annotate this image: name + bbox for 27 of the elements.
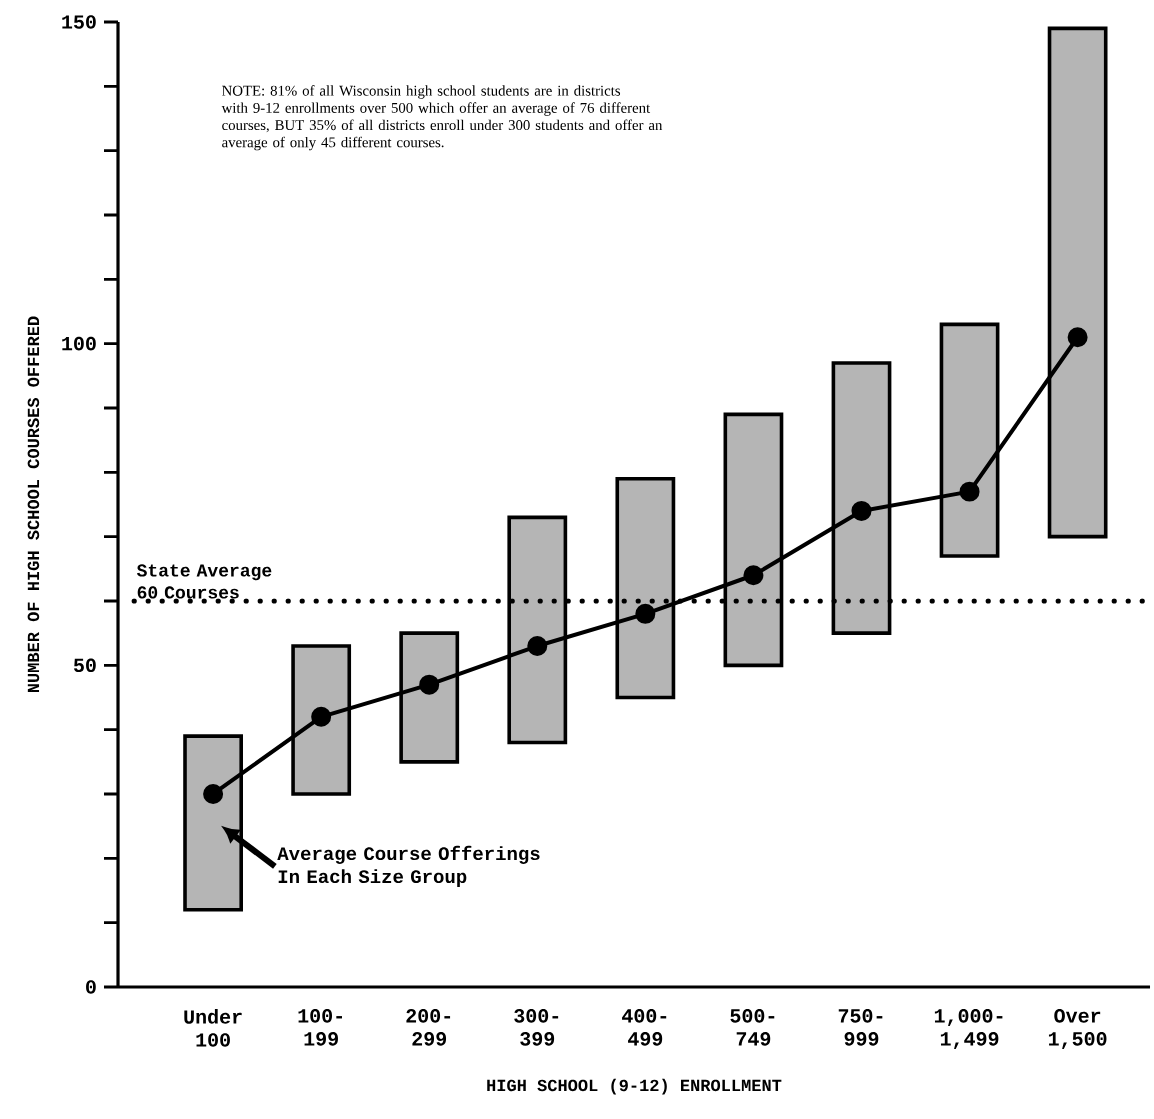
point [419, 674, 440, 695]
x-tick-label: 200-299 [406, 1009, 451, 1046]
point [743, 565, 764, 586]
annotation: Average Course Offerings In Each Size Group [277, 845, 540, 887]
point [203, 784, 224, 804]
point [959, 481, 980, 502]
y-tick-label: 0 [86, 980, 96, 994]
x-tick-label: 100-199 [298, 1009, 343, 1046]
point [311, 706, 332, 727]
x-tick-label: 1,000-1,499 [934, 1009, 1003, 1049]
x-tick-label: 400-499 [622, 1009, 667, 1046]
y-tick-label: 50 [73, 658, 96, 673]
point [851, 500, 872, 521]
point [635, 603, 656, 624]
y-axis-title: NUMBER OF HIGH SCHOOL COURSES OFFERED [27, 316, 40, 693]
y-tick-label: 150 [62, 15, 96, 29]
x-tick-label: Under 100 [184, 1009, 242, 1047]
point [527, 636, 548, 657]
ref-line-label: State Average 60 Courses [136, 564, 272, 599]
y-tick-label: 100 [62, 336, 96, 351]
annotation: NOTE: 81% of all Wisconsin high school students are in districts with 9-12 enrollments over 500 which offer an average of 76 different courses, BUT 35% of all districts enroll under 300 students and offer an average of only 45 different courses. [221, 85, 663, 151]
x-axis-title: HIGH SCHOOL (9-12) ENROLLMENT [487, 1078, 782, 1095]
x-tick-label: 300-399 [514, 1009, 559, 1046]
point [1067, 327, 1088, 348]
x-tick-label: 500-749 [730, 1009, 775, 1046]
x-tick-label: Over 1,500 [1048, 1009, 1107, 1049]
x-tick-label: 750-999 [838, 1009, 883, 1046]
